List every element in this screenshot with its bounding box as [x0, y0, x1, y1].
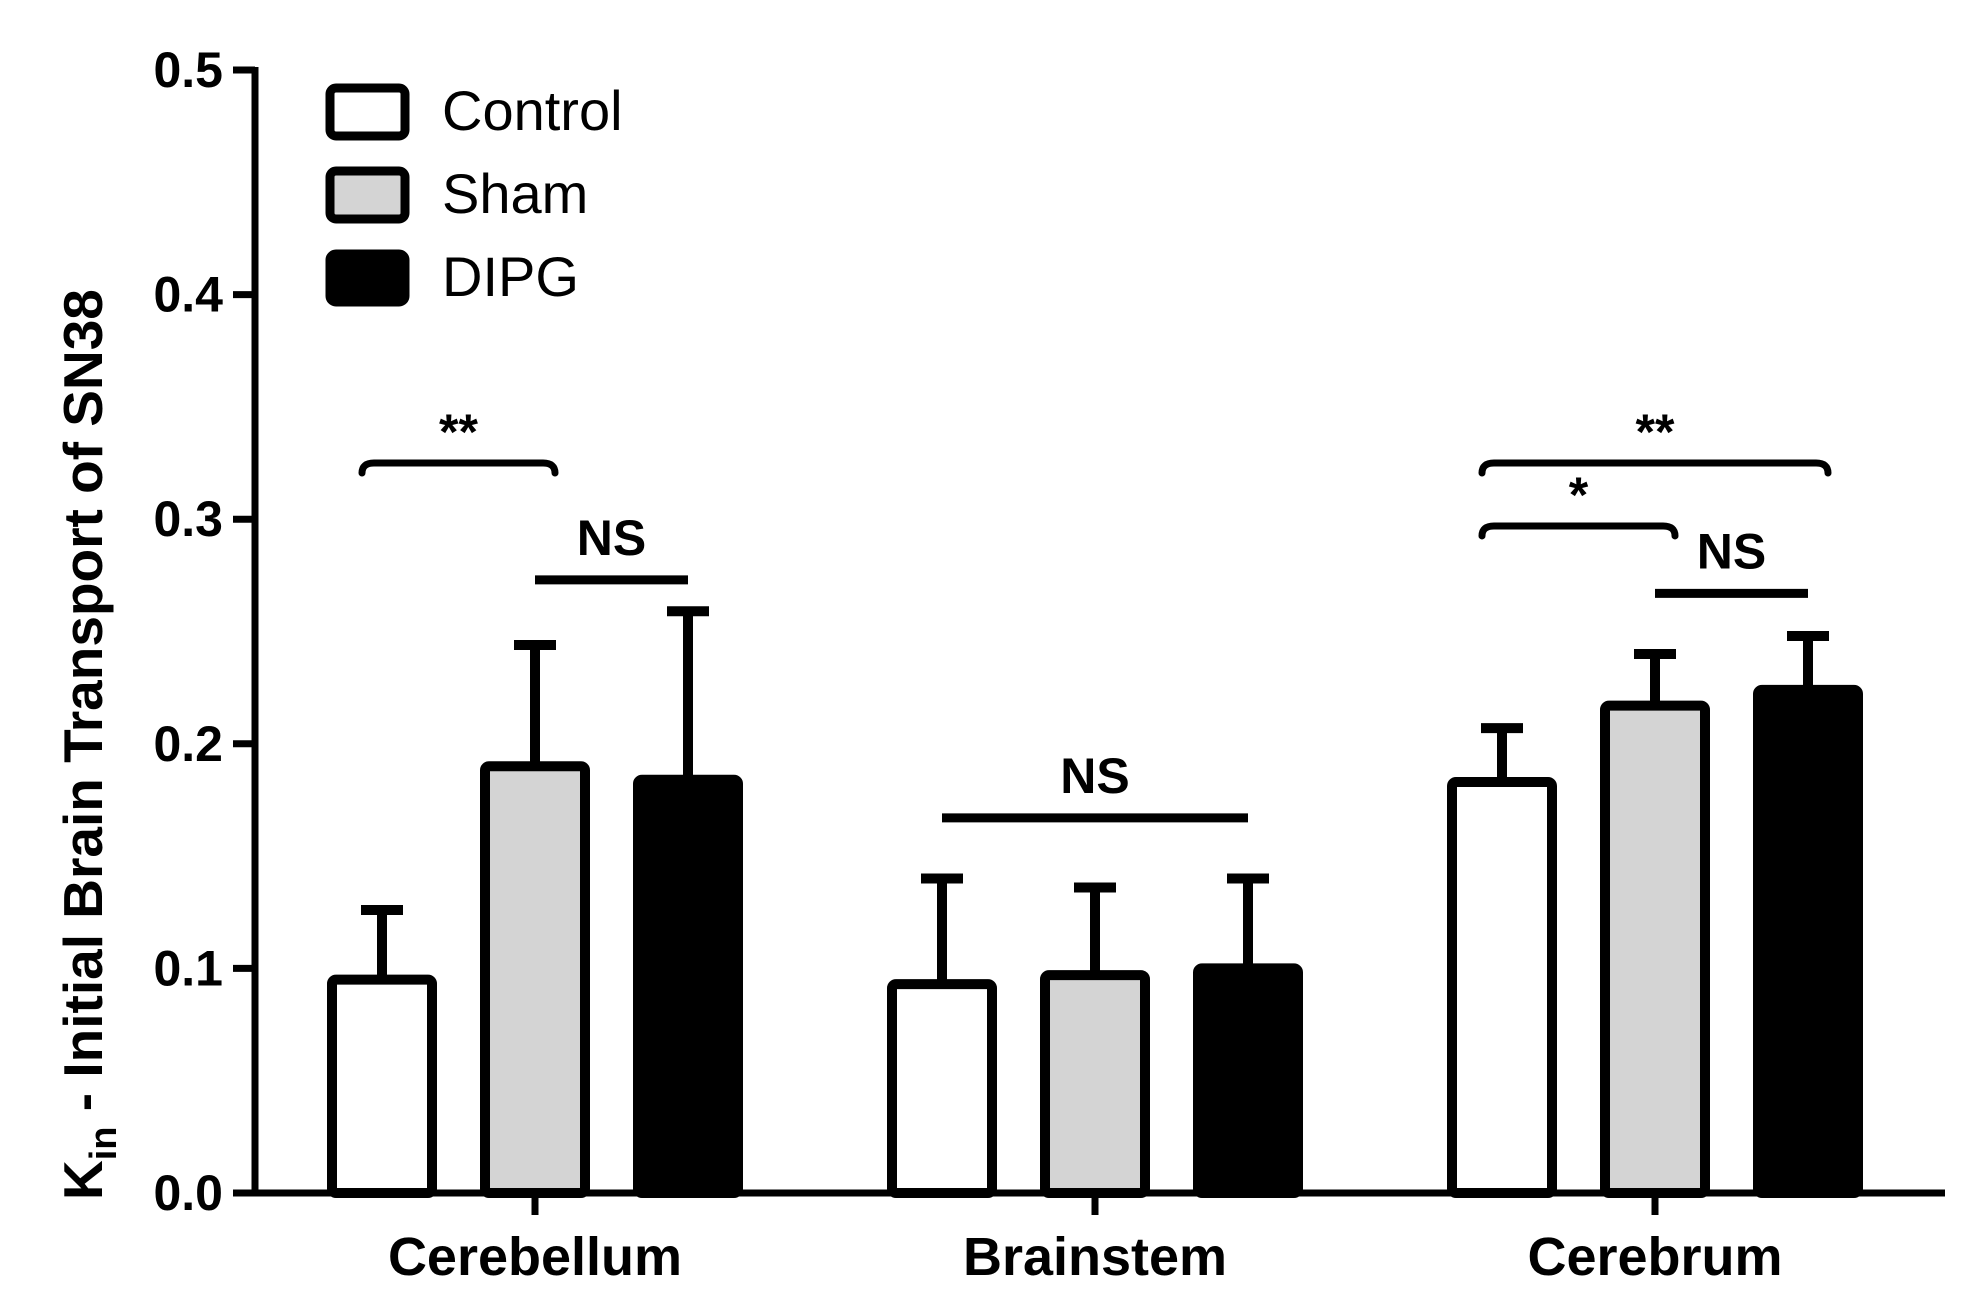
- legend-label-dipg: DIPG: [442, 245, 579, 308]
- bar-control: [1447, 776, 1557, 1198]
- x-tick-label: Brainstem: [963, 1227, 1227, 1287]
- y-axis-label-main: K: [52, 1160, 114, 1200]
- significance-bracket: [1478, 459, 1832, 477]
- bar-control: [327, 974, 437, 1198]
- y-axis-label-rest: - Initial Brain Transport of SN38: [52, 289, 114, 1126]
- legend-swatch-sham: [325, 166, 410, 224]
- legend-label-sham: Sham: [442, 162, 588, 225]
- y-tick-label: 0.3: [153, 491, 223, 547]
- bar-sham: [1600, 700, 1710, 1198]
- x-tick-label: Cerebellum: [388, 1227, 682, 1287]
- bar-control: [887, 979, 997, 1199]
- significance-label: **: [439, 404, 478, 460]
- bar-dipg: [1753, 684, 1863, 1198]
- bars: [327, 606, 1863, 1199]
- y-tick-label: 0.0: [153, 1165, 223, 1221]
- legend-label-control: Control: [442, 79, 623, 142]
- x-tick-label: Cerebrum: [1527, 1227, 1782, 1287]
- bar-dipg: [1193, 963, 1303, 1199]
- y-tick-label: 0.5: [153, 42, 223, 98]
- legend-swatch-control: [325, 83, 410, 141]
- bar-dipg: [633, 774, 743, 1199]
- y-axis-label: Kin - Initial Brain Transport of SN38: [52, 289, 125, 1200]
- significance-label: NS: [1060, 748, 1129, 804]
- significance-label: **: [1636, 404, 1675, 460]
- y-tick-label: 0.2: [153, 716, 223, 772]
- legend: Control Sham DIPG: [325, 79, 623, 308]
- significance-bracket: [1478, 522, 1679, 540]
- significance-label: NS: [577, 510, 646, 566]
- y-tick-label: 0.4: [153, 267, 223, 323]
- axes: 0.0 0.1 0.2 0.3 0.4 0.5 Cerebellum Brainstem Cer…: [153, 42, 1945, 1287]
- legend-swatch-dipg: [325, 249, 410, 307]
- y-tick-label: 0.1: [153, 940, 223, 996]
- significance-label: *: [1569, 467, 1589, 523]
- bar-sham: [1040, 970, 1150, 1198]
- significance-bracket: [358, 459, 559, 477]
- significance-label: NS: [1697, 523, 1766, 579]
- bar-sham: [480, 761, 590, 1198]
- y-axis-label-subscript: in: [83, 1126, 125, 1160]
